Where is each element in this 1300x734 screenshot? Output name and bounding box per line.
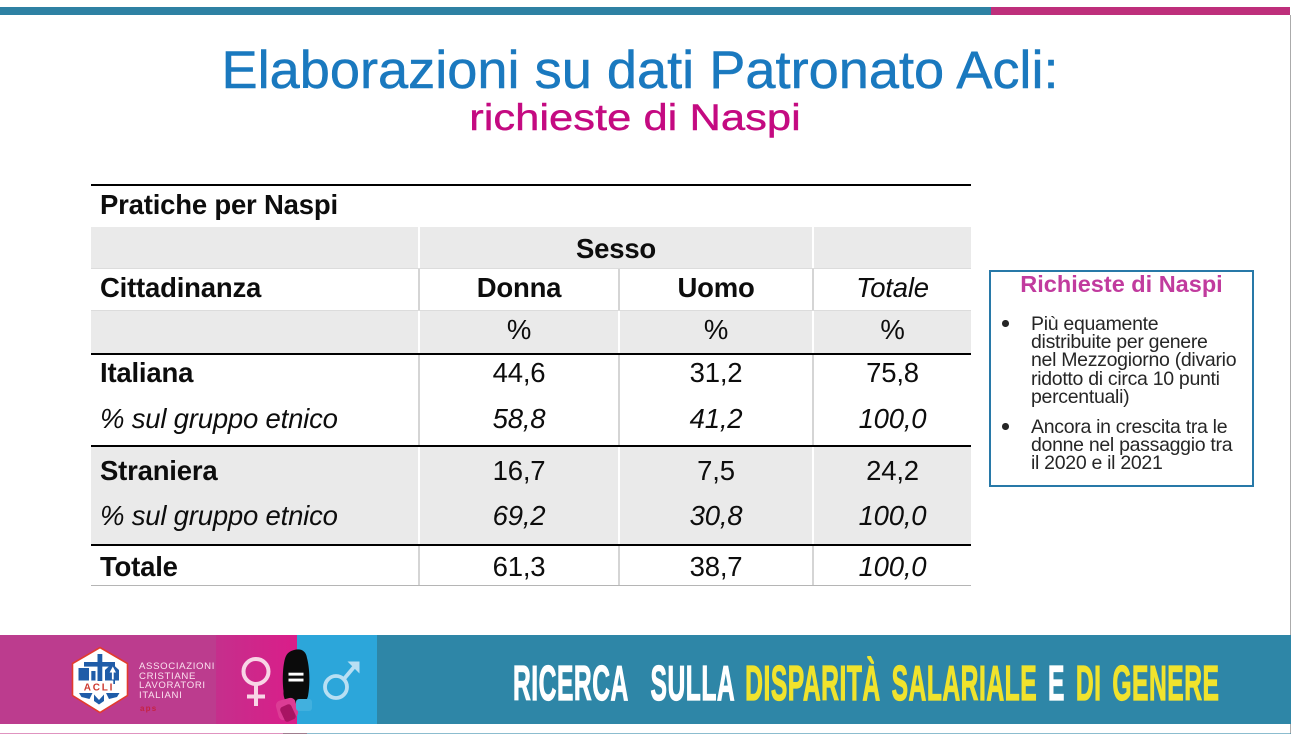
svg-text:ACLI: ACLI — [84, 683, 115, 694]
